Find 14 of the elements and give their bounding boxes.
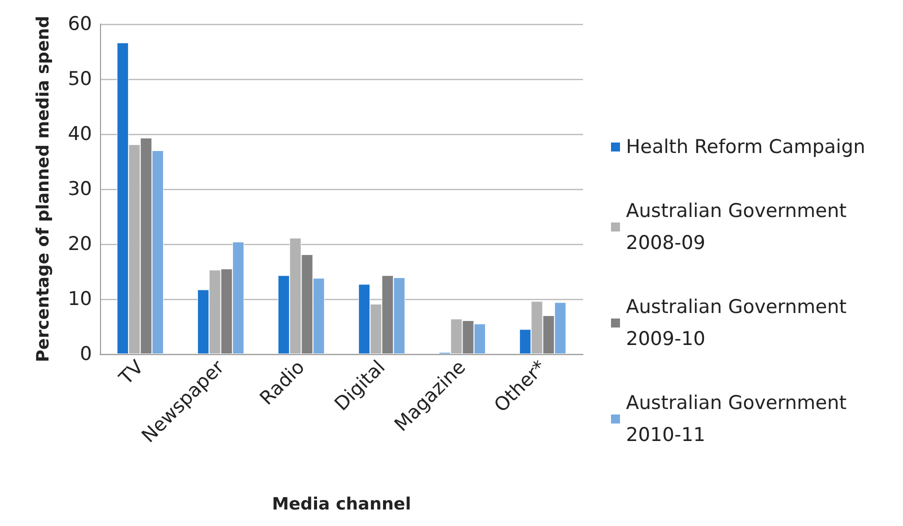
y-tick-label: 60 [68, 13, 92, 35]
y-tick-label: 0 [80, 343, 92, 365]
y-tick-label: 20 [68, 233, 92, 255]
y-axis-title: Percentage of planned media spend [34, 16, 54, 362]
y-tick-label: 30 [68, 178, 92, 200]
x-axis-title: Media channel [272, 494, 412, 514]
y-tick-label: 50 [68, 68, 92, 90]
legend-label: Australian Government 2008-09 [626, 200, 853, 254]
legend-label: Health Reform Campaign [626, 136, 866, 158]
y-tick-label: 10 [68, 288, 92, 310]
x-tick-label: TV [114, 356, 148, 390]
legend-label: Australian Government 2009-10 [626, 296, 853, 350]
y-tick-label: 40 [68, 123, 92, 145]
legend-label: Australian Government 2010-11 [626, 392, 853, 446]
